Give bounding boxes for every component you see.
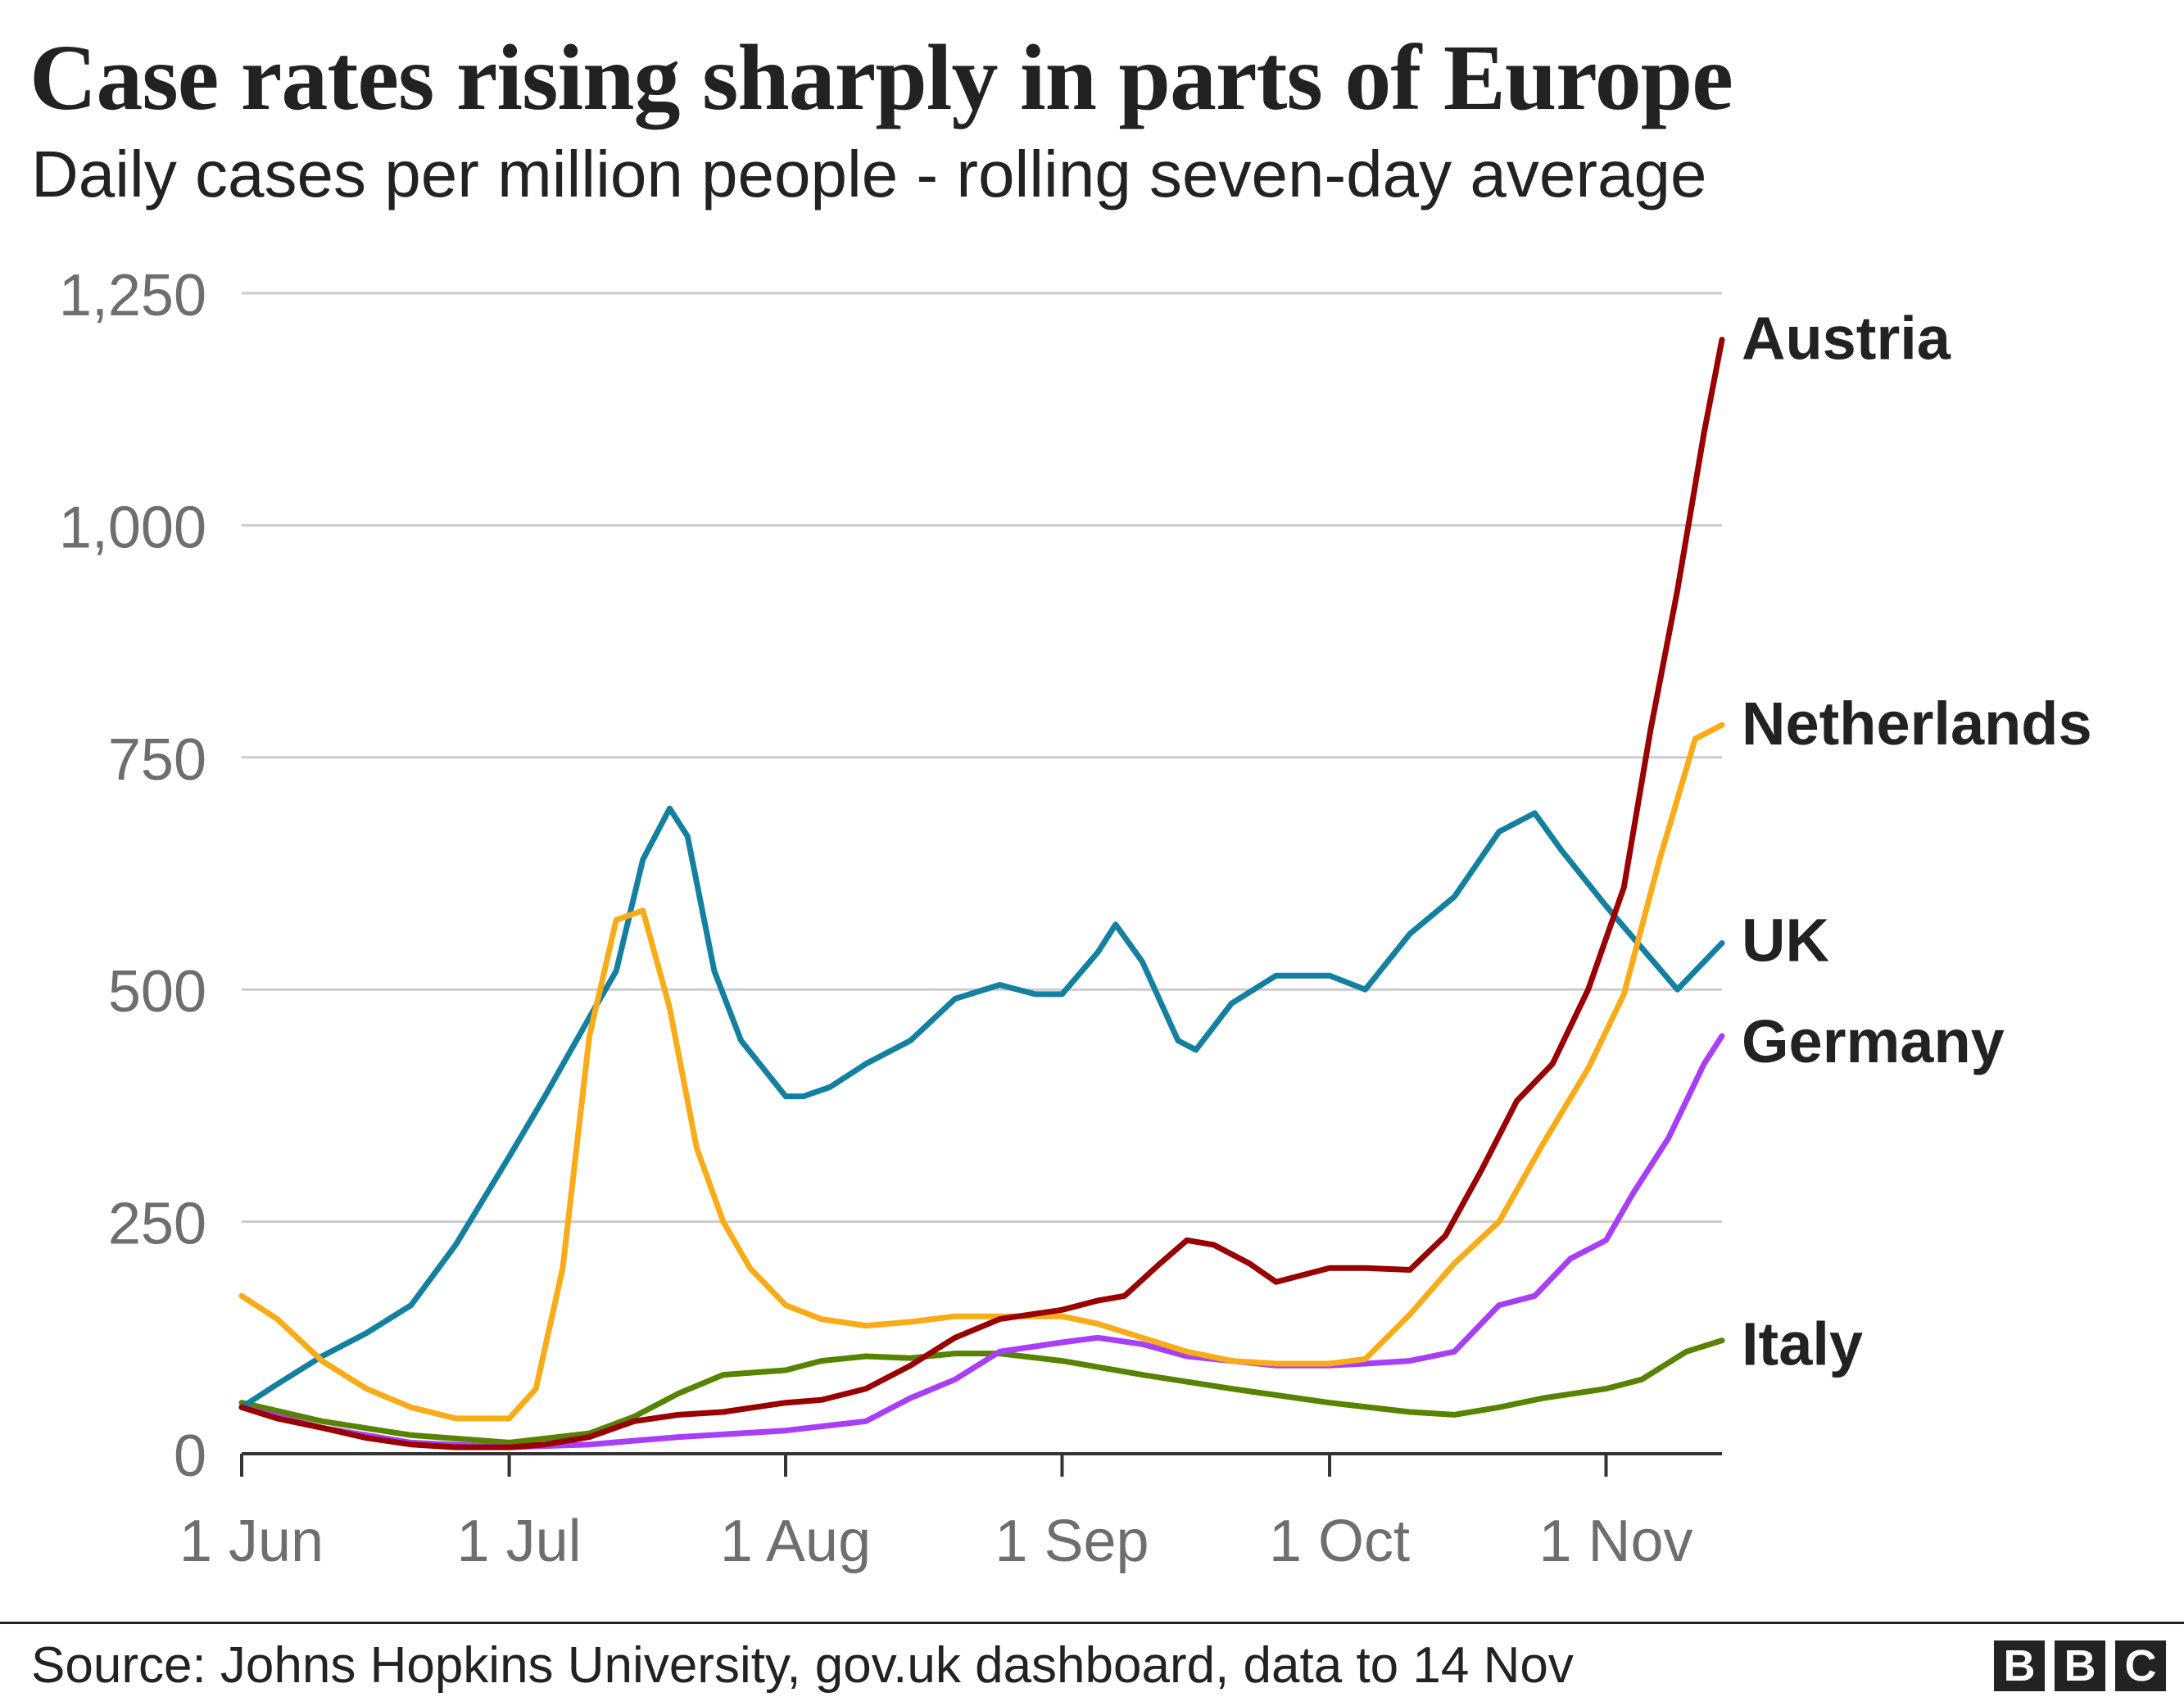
logo-letter: B [2055, 1640, 2105, 1691]
series-label-germany: Germany [1742, 1007, 2005, 1075]
chart-subtitle: Daily cases per million people - rolling… [31, 138, 1707, 210]
chart-title: Case rates rising sharply in parts of Eu… [29, 25, 1733, 129]
y-tick-label: 1,000 [59, 495, 206, 560]
series-line-netherlands [238, 722, 1725, 1422]
series-label-netherlands: Netherlands [1742, 690, 2092, 758]
line-chart: 0 250 500 750 1,000 1,250 1 Jun 1 Jul 1 Aug 1 Sep… [59, 263, 2092, 1574]
y-tick-label: 1,250 [59, 263, 206, 328]
y-tick-label: 500 [108, 959, 206, 1025]
x-tick-label: 1 Sep [995, 1509, 1149, 1574]
y-tick-label: 250 [108, 1192, 206, 1257]
series-lines [238, 337, 1725, 1450]
y-tick-label: 750 [108, 727, 206, 793]
gridlines [242, 292, 1722, 1224]
x-tick-label: 1 Aug [720, 1509, 871, 1574]
series-line-austria [238, 337, 1725, 1450]
footer-divider [0, 1622, 2184, 1624]
x-tick-label: 1 Jun [179, 1509, 324, 1574]
series-line-germany [238, 1033, 1725, 1450]
logo-letter: C [2115, 1640, 2166, 1691]
series-labels: Austria Netherlands UK Germany Italy [1742, 305, 2092, 1378]
source-note: Source: Johns Hopkins University, gov.uk… [31, 1637, 1574, 1694]
axes: 0 250 500 750 1,000 1,250 1 Jun 1 Jul 1 Aug 1 Sep… [59, 263, 1722, 1574]
x-tick-label: 1 Jul [457, 1509, 582, 1574]
y-tick-label: 0 [174, 1423, 206, 1489]
series-line-italy [238, 1337, 1725, 1446]
bbc-logo: B B C [1994, 1640, 2166, 1691]
series-label-italy: Italy [1742, 1310, 1863, 1378]
x-tick-label: 1 Nov [1538, 1509, 1692, 1574]
series-label-austria: Austria [1742, 305, 1951, 373]
series-label-uk: UK [1742, 907, 1829, 975]
series-line-uk [238, 805, 1725, 1410]
x-tick-label: 1 Oct [1269, 1509, 1410, 1574]
logo-letter: B [1994, 1640, 2045, 1691]
